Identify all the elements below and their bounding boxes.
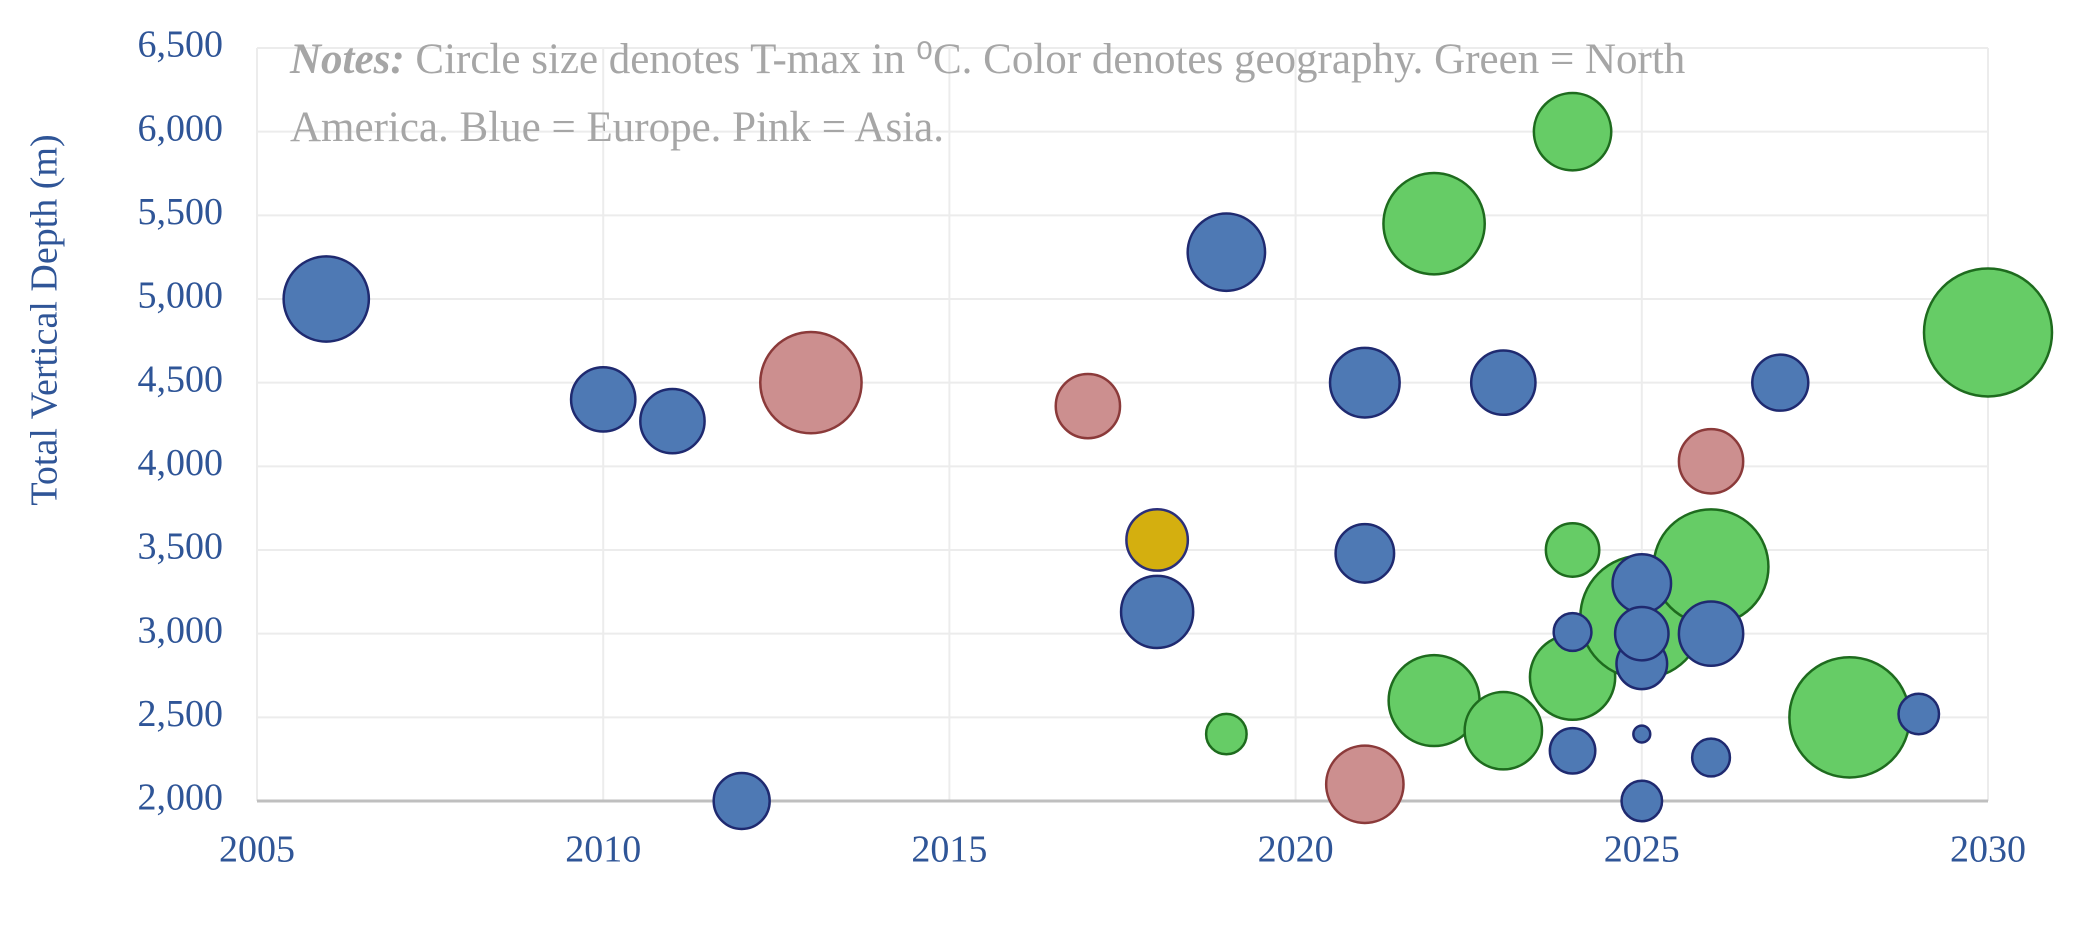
bubble — [1328, 346, 1401, 419]
bubble — [1677, 427, 1745, 495]
bubble — [1334, 522, 1396, 584]
x-tick-label: 2015 — [911, 829, 987, 871]
bubble — [1788, 655, 1911, 779]
bubble — [1532, 91, 1613, 172]
bubble — [1119, 574, 1195, 650]
bubble — [1677, 600, 1745, 668]
y-tick-label: 3,500 — [138, 526, 224, 568]
bubble — [1611, 552, 1673, 614]
bubble — [1186, 212, 1267, 293]
bubble — [639, 387, 706, 455]
bubble — [1544, 522, 1601, 578]
bubble — [1324, 744, 1405, 825]
bubble — [1125, 507, 1190, 572]
x-tick-label: 2025 — [1604, 829, 1680, 871]
y-tick-label: 5,500 — [138, 191, 224, 233]
x-tick-label: 2010 — [565, 829, 641, 871]
bubble — [1552, 611, 1593, 653]
bubble — [1690, 737, 1732, 778]
y-tick-label: 2,000 — [138, 777, 224, 819]
bubble — [1463, 690, 1544, 771]
y-tick-label: 6,000 — [138, 107, 224, 149]
bubble — [1632, 724, 1652, 744]
bubble — [1382, 171, 1486, 276]
bubble — [1469, 349, 1537, 417]
bubble — [1897, 692, 1941, 736]
bubble — [712, 771, 771, 831]
notes: Notes: Circle size denotes T-max in ⁰C. … — [290, 26, 1850, 162]
bubble — [1751, 353, 1810, 412]
y-tick-label: 4,000 — [138, 442, 224, 484]
bubble — [1620, 779, 1664, 823]
y-tick-label: 6,500 — [138, 24, 224, 66]
y-axis-title: Total Vertical Depth (m) — [24, 134, 66, 505]
bubble — [1204, 712, 1248, 756]
bubble — [569, 366, 637, 433]
notes-label: Notes: — [290, 36, 405, 83]
y-tick-label: 4,500 — [138, 358, 224, 400]
bubble — [1922, 267, 2054, 398]
x-tick-label: 2005 — [219, 829, 295, 871]
bubble — [1054, 372, 1122, 440]
notes-text: Circle size denotes T-max in ⁰C. Color d… — [290, 36, 1686, 151]
x-tick-label: 2020 — [1258, 829, 1334, 871]
bubble — [282, 255, 371, 343]
y-tick-label: 5,000 — [138, 275, 224, 317]
bubble — [1548, 726, 1597, 775]
x-tick-label: 2030 — [1950, 829, 2026, 871]
y-tick-label: 3,000 — [138, 609, 224, 651]
y-tick-label: 2,500 — [138, 693, 224, 735]
bubble — [759, 330, 863, 435]
bubble — [1613, 605, 1670, 662]
